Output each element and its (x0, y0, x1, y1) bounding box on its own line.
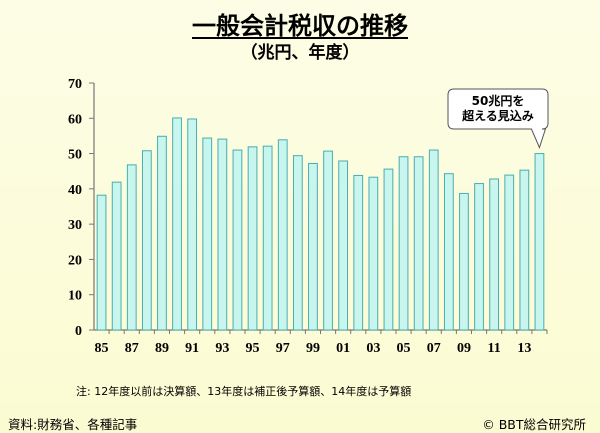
bar-99 (308, 162, 318, 331)
bar-90 (172, 117, 182, 331)
x-tick-label: 95 (246, 341, 260, 356)
bar-95 (247, 146, 258, 331)
bar-92 (202, 137, 213, 331)
bar-01 (338, 160, 349, 331)
bar-08 (443, 173, 454, 331)
bar-10 (474, 183, 484, 331)
callout-line: 超える見込み (461, 108, 534, 123)
bar-12 (504, 174, 515, 331)
bar-00 (323, 150, 333, 331)
bar-13 (519, 169, 530, 331)
bar-14 (534, 153, 545, 331)
y-tick-label: 0 (75, 324, 82, 339)
chart-subtitle: （兆円、年度） (240, 43, 360, 63)
x-tick-label: 07 (427, 341, 441, 356)
x-tick-label: 03 (366, 341, 380, 356)
y-tick-label: 20 (68, 253, 82, 268)
y-tick-label: 30 (68, 218, 82, 233)
copyright: © BBT総合研究所 (482, 417, 586, 432)
bar-04 (383, 168, 394, 331)
x-tick-label: 85 (95, 341, 109, 356)
x-tick-label: 89 (155, 341, 169, 356)
x-tick-label: 05 (397, 341, 411, 356)
y-tick-label: 50 (68, 148, 82, 163)
footnote: 注: 12年度以前は決算額、13年度は補正後予算額、14年度は予算額 (76, 385, 412, 398)
bar-94 (232, 149, 243, 331)
bar-98 (292, 155, 303, 331)
y-tick-label: 10 (68, 289, 82, 304)
x-tick-label: 91 (185, 341, 199, 356)
bar-87 (126, 164, 137, 331)
chart-bars (96, 117, 545, 331)
bar-86 (111, 181, 122, 331)
source-credit: 資料:財務省、各種記事 (8, 417, 138, 432)
callout-line: 50兆円を (472, 93, 525, 108)
callout-bubble (447, 88, 549, 149)
bar-05 (398, 156, 409, 331)
x-tick-label: 11 (488, 341, 501, 356)
x-tick-label: 97 (276, 341, 290, 356)
x-tick-label: 99 (306, 341, 320, 356)
x-tick-label: 93 (215, 341, 229, 356)
bar-89 (157, 135, 167, 331)
bar-93 (217, 138, 228, 331)
x-tick-label: 01 (336, 341, 350, 356)
y-axis-ticks: 0 10 20 30 40 50 60 70 (68, 77, 94, 339)
x-axis-ticks: 85 87 89 91 93 95 97 99 01 03 05 07 09 11 13 (95, 330, 548, 356)
y-tick-label: 40 (68, 183, 82, 198)
x-tick-label: 09 (457, 341, 471, 356)
bar-11 (489, 178, 500, 331)
bar-91 (187, 118, 198, 331)
bar-96 (262, 145, 273, 331)
bar-06 (413, 156, 424, 331)
bar-97 (277, 139, 288, 331)
bar-02 (353, 174, 364, 331)
bar-03 (368, 176, 379, 331)
y-tick-label: 60 (68, 112, 82, 127)
bar-88 (141, 150, 152, 331)
x-tick-label: 13 (517, 341, 531, 356)
bar-09 (459, 192, 469, 331)
bar-07 (428, 149, 439, 331)
y-tick-label: 70 (68, 77, 82, 92)
chart-title: 一般会計税収の推移 (192, 12, 408, 40)
x-tick-label: 87 (125, 341, 139, 356)
bar-85 (96, 194, 107, 331)
